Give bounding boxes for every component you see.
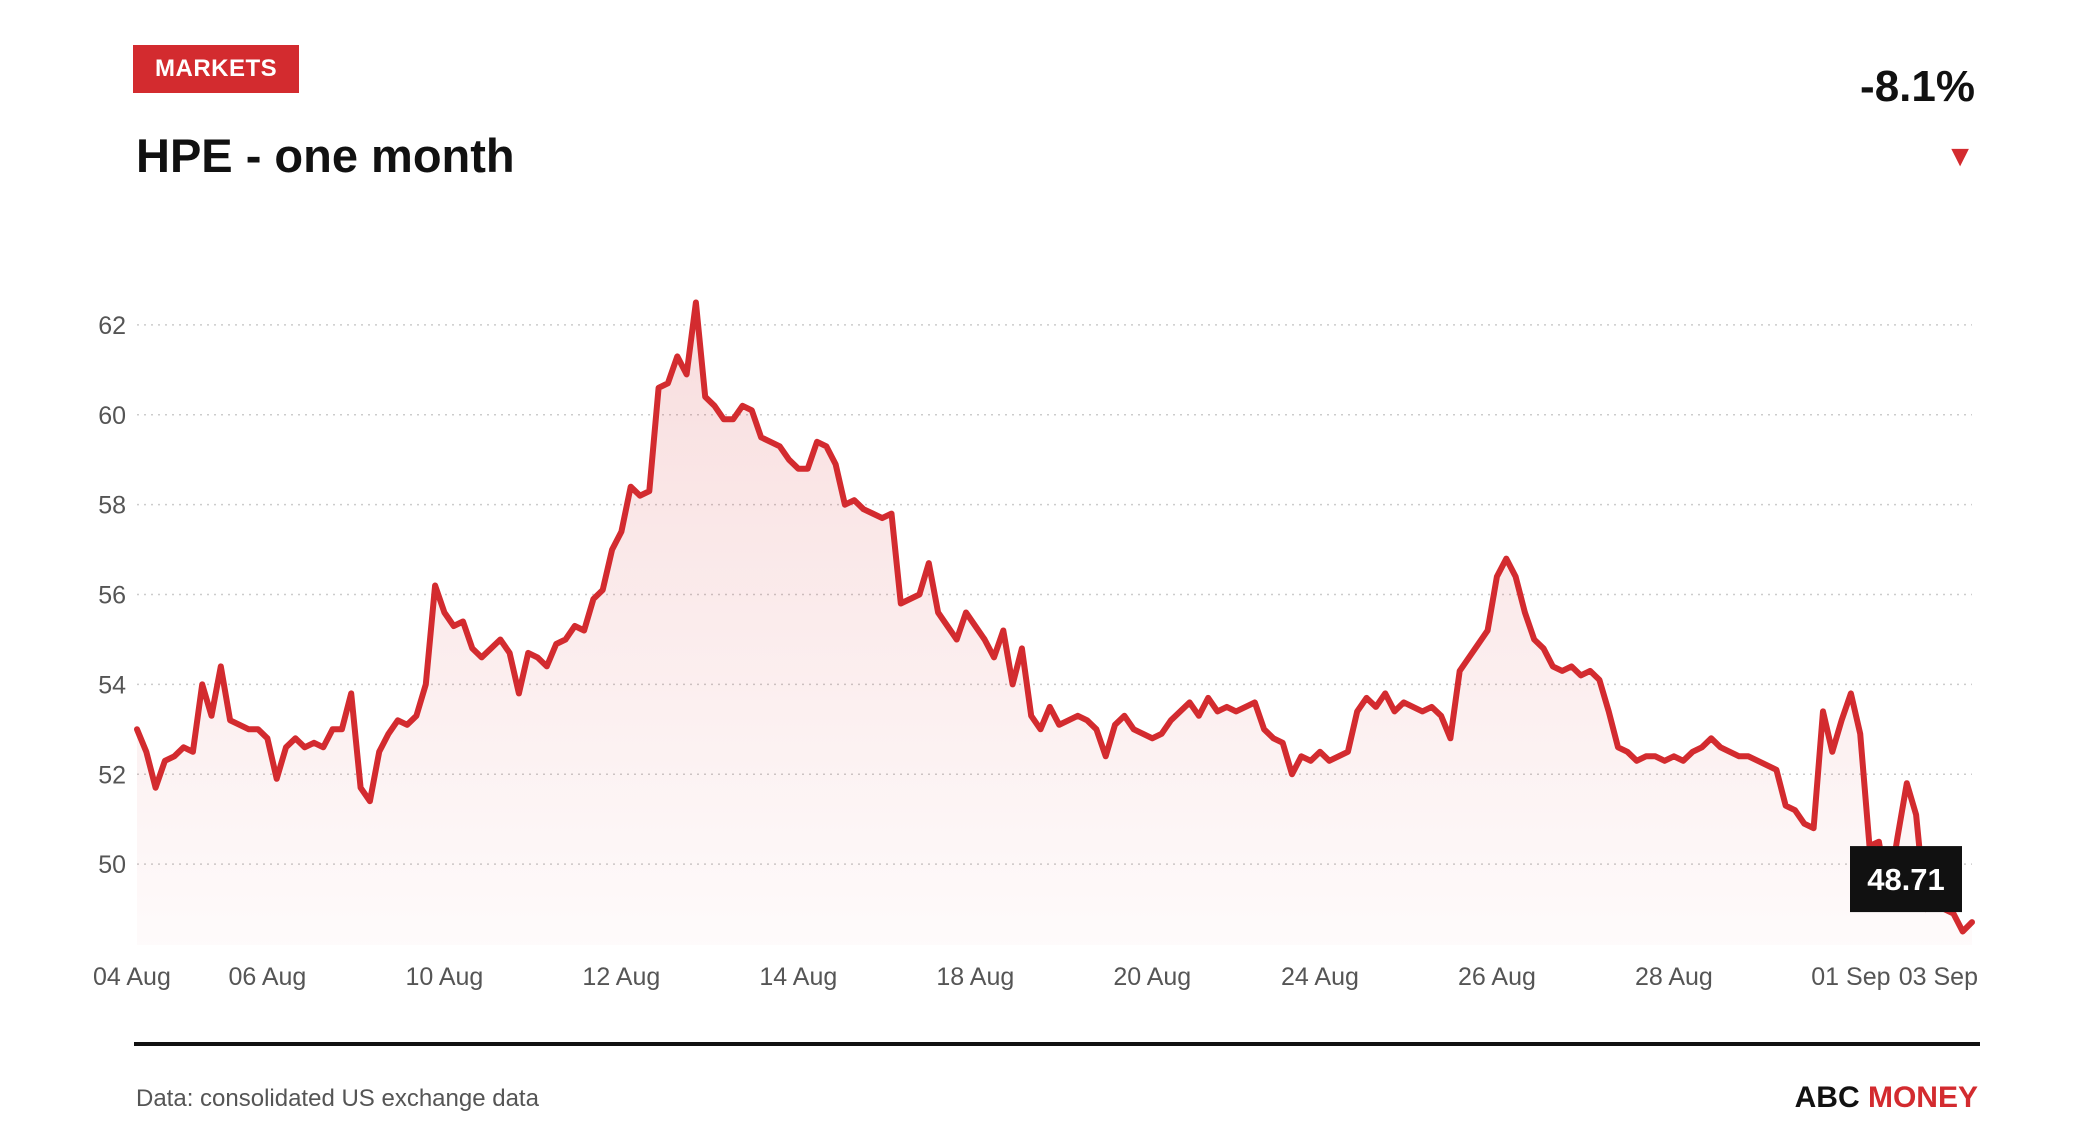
- brand-logo-part2: MONEY: [1867, 1081, 1978, 1114]
- change-percent: -8.1%: [1860, 62, 1975, 111]
- x-tick-label: 24 Aug: [1281, 963, 1359, 991]
- last-price-tooltip: 48.71: [1850, 846, 1962, 913]
- x-tick-label: 18 Aug: [936, 963, 1014, 991]
- x-tick-label: 14 Aug: [759, 963, 837, 991]
- chart-title: HPE - one month: [136, 129, 515, 182]
- down-triangle-icon: ▼: [1945, 140, 1975, 173]
- last-price-value: 48.71: [1867, 862, 1945, 897]
- y-axis-ticks: 50 52 54 56 58 60 62: [98, 312, 126, 879]
- brand-logo: ABC MONEY: [1795, 1081, 1978, 1115]
- x-tick-label: 01 Sep: [1811, 963, 1890, 991]
- y-tick-label: 58: [98, 492, 126, 520]
- x-tick-label: 10 Aug: [405, 963, 483, 991]
- y-tick-label: 52: [98, 761, 126, 789]
- x-tick-label: 28 Aug: [1635, 963, 1713, 991]
- last-price-tooltip-bg: [1850, 846, 1962, 913]
- y-tick-label: 56: [98, 582, 126, 610]
- y-tick-label: 50: [98, 851, 126, 879]
- footer-rule: [134, 1042, 1980, 1046]
- x-tick-label: 06 Aug: [228, 963, 306, 991]
- data-source-note: Data: consolidated US exchange data: [136, 1085, 539, 1112]
- y-tick-label: 60: [98, 402, 126, 430]
- x-tick-label: 20 Aug: [1113, 963, 1191, 991]
- x-tick-label: 12 Aug: [582, 963, 660, 991]
- markets-badge: MARKETS: [133, 45, 300, 93]
- x-axis-ticks: 04 Aug 06 Aug 10 Aug 12 Aug 14 Aug 18 Aug 20 A…: [93, 963, 1978, 991]
- y-tick-label: 62: [98, 312, 126, 340]
- x-tick-label: 03 Sep: [1899, 963, 1978, 991]
- brand-logo-part1: ABC: [1794, 1081, 1860, 1114]
- x-tick-label: 04 Aug: [93, 963, 171, 991]
- price-line: [134, 299, 1975, 935]
- price-area-fill: [137, 302, 1972, 945]
- x-tick-label: 26 Aug: [1458, 963, 1536, 991]
- y-tick-label: 54: [98, 671, 126, 699]
